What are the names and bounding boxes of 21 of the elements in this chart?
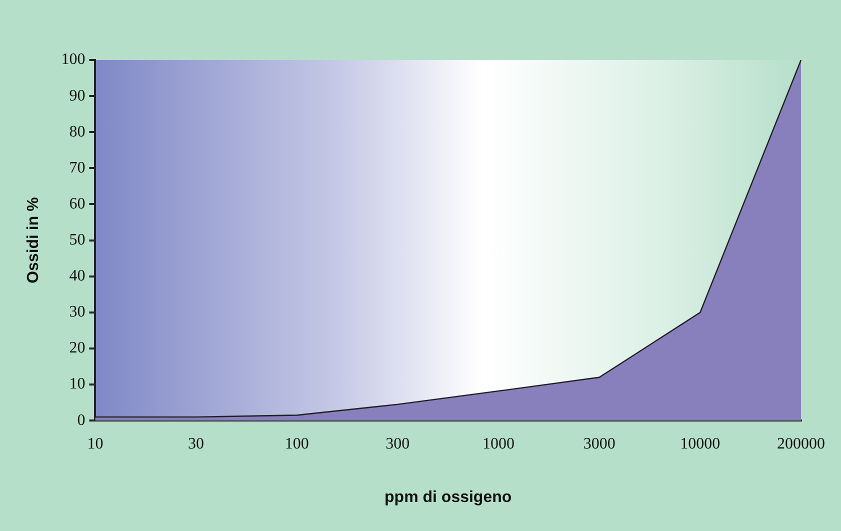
x-tick-label: 300 — [386, 435, 410, 452]
y-tick-label: 70 — [69, 159, 86, 176]
x-tick-label: 3000 — [583, 435, 616, 452]
x-tick-label: 200000 — [777, 435, 825, 452]
x-tick-label: 1000 — [482, 435, 515, 452]
x-tick-label: 30 — [188, 435, 204, 452]
x-tick-label: 10 — [87, 435, 104, 452]
y-tick-label: 10 — [69, 376, 86, 393]
x-tick-label: 10000 — [680, 435, 720, 452]
y-tick-label: 60 — [69, 195, 86, 212]
y-tick-label: 0 — [77, 412, 86, 429]
y-tick-label: 40 — [69, 268, 86, 285]
y-axis-title: Ossidi in % — [25, 197, 42, 284]
x-axis-title: ppm di ossigeno — [384, 488, 512, 506]
x-tick-label: 100 — [284, 435, 309, 452]
y-tick-label: 30 — [69, 304, 86, 321]
y-tick-label: 100 — [61, 51, 86, 68]
y-tick-label: 90 — [69, 87, 86, 104]
y-tick-label: 50 — [69, 232, 86, 249]
y-tick-label: 80 — [69, 123, 86, 140]
y-tick-label: 20 — [69, 340, 86, 357]
